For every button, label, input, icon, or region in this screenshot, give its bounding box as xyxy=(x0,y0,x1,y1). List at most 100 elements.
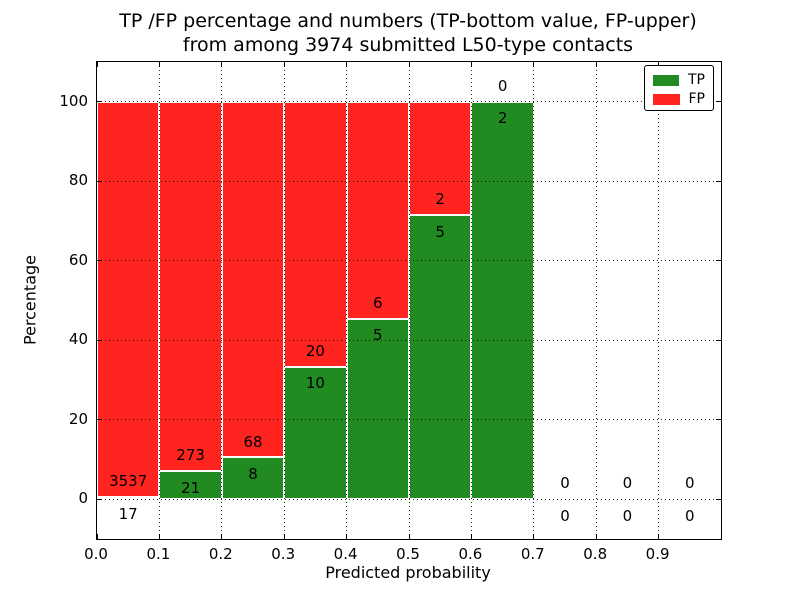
x-tick-mark xyxy=(470,534,472,539)
y-tick-mark-right xyxy=(716,339,721,341)
tp-count-label: 0 xyxy=(622,506,633,525)
fp-legend-swatch xyxy=(653,93,680,105)
tp-count-label: 21 xyxy=(181,478,201,497)
bar-fp-segment xyxy=(284,101,347,367)
bar-tp-segment xyxy=(471,101,534,500)
fp-count-label: 20 xyxy=(305,341,325,360)
tp-legend-label: TP xyxy=(688,72,705,88)
y-tick-label: 60 xyxy=(68,250,88,269)
x-gridline xyxy=(658,62,660,539)
fp-count-label: 0 xyxy=(622,474,633,493)
x-tick-label: 0.2 xyxy=(208,545,233,563)
y-tick-mark xyxy=(97,339,102,341)
bar-fp-segment xyxy=(409,101,472,216)
x-tick-mark-top xyxy=(96,62,98,67)
y-tick-label: 100 xyxy=(59,91,88,110)
y-tick-mark xyxy=(97,419,102,421)
plot-area: 3537 17 273 21 68 8 20 10 6 5 2 5 0 2 0 0 0 0 0 0 xyxy=(96,61,722,540)
y-tick-mark-right xyxy=(716,101,721,103)
x-tick-mark-top xyxy=(346,62,348,67)
legend-item-fp: FP xyxy=(653,91,705,107)
x-gridline xyxy=(408,62,410,539)
x-tick-mark-top xyxy=(470,62,472,67)
bar-fp-segment xyxy=(97,101,160,498)
fp-count-label: 68 xyxy=(243,432,263,451)
chart-title: TP /FP percentage and numbers (TP-bottom… xyxy=(119,10,697,32)
x-tick-mark-top xyxy=(408,62,410,67)
x-tick-mark-top xyxy=(221,62,223,67)
fp-count-label: 0 xyxy=(685,474,695,493)
y-tick-label: 80 xyxy=(68,171,88,190)
fp-legend-label: FP xyxy=(688,91,706,107)
tp-count-label: 17 xyxy=(118,505,138,524)
x-gridline xyxy=(221,62,223,539)
bar-tp-segment xyxy=(159,470,222,500)
fp-count-label: 0 xyxy=(497,76,508,95)
y-tick-mark-right xyxy=(716,419,721,421)
x-tick-label: 0.0 xyxy=(84,545,108,563)
y-axis-label: Percentage xyxy=(20,254,40,346)
fp-count-label: 2 xyxy=(435,190,445,209)
chart-title-block: TP /FP percentage and numbers (TP-bottom… xyxy=(96,9,720,57)
x-tick-mark xyxy=(96,534,98,539)
x-tick-mark xyxy=(346,534,348,539)
bar-tp-segment xyxy=(346,318,409,500)
y-tick-label: 20 xyxy=(68,409,88,428)
bar-fp-segment xyxy=(346,101,409,319)
tp-count-label: 2 xyxy=(497,109,508,128)
x-tick-mark xyxy=(595,534,597,539)
x-tick-mark xyxy=(158,534,160,539)
x-tick-mark xyxy=(533,534,535,539)
fp-count-label: 6 xyxy=(373,293,383,312)
x-tick-label: 0.4 xyxy=(333,545,358,563)
x-tick-label: 0.5 xyxy=(396,545,420,563)
y-tick-mark xyxy=(97,101,102,103)
legend: TP FP xyxy=(644,65,714,111)
y-tick-mark-right xyxy=(716,260,721,262)
y-tick-mark xyxy=(97,180,102,182)
bar-fp-segment xyxy=(221,101,285,458)
x-tick-mark-top xyxy=(533,62,535,67)
x-gridline xyxy=(158,62,160,539)
fp-count-label: 3537 xyxy=(109,472,148,491)
x-tick-mark-top xyxy=(595,62,597,67)
bar-tp-segment xyxy=(284,366,347,500)
bar-fp-segment xyxy=(159,101,222,471)
x-tick-mark-top xyxy=(658,62,660,67)
y-tick-label: 40 xyxy=(68,330,88,349)
tp-count-label: 0 xyxy=(560,506,570,525)
x-gridline xyxy=(283,62,285,539)
x-tick-mark xyxy=(221,534,223,539)
x-gridline xyxy=(346,62,348,539)
x-tick-mark xyxy=(283,534,285,539)
chart-subtitle: from among 3974 submitted L50-type conta… xyxy=(182,34,634,56)
bar-tp-segment xyxy=(221,457,285,500)
x-tick-label: 0.8 xyxy=(583,545,608,563)
x-gridline xyxy=(533,62,535,539)
x-tick-mark xyxy=(408,534,410,539)
x-tick-mark-top xyxy=(158,62,160,67)
fp-count-label: 273 xyxy=(176,445,205,464)
y-tick-mark xyxy=(97,260,102,262)
tp-legend-swatch xyxy=(653,74,679,86)
tp-count-label: 5 xyxy=(373,326,383,345)
y-tick-mark-right xyxy=(716,180,721,182)
x-tick-label: 0.9 xyxy=(645,545,670,563)
x-gridline xyxy=(470,62,472,539)
tp-count-label: 10 xyxy=(305,374,325,393)
tp-count-label: 5 xyxy=(435,223,445,242)
bar-tp-segment xyxy=(409,215,472,500)
x-tick-label: 0.7 xyxy=(520,545,545,563)
tp-count-label: 8 xyxy=(248,465,258,484)
y-tick-mark xyxy=(97,498,102,500)
x-gridline xyxy=(595,62,597,539)
y-tick-label: 0 xyxy=(78,489,88,508)
x-tick-mark-top xyxy=(283,62,285,67)
x-tick-label: 0.3 xyxy=(271,545,296,563)
y-tick-mark-right xyxy=(716,498,721,500)
fp-count-label: 0 xyxy=(560,474,570,493)
x-tick-label: 0.6 xyxy=(458,545,483,563)
x-tick-label: 0.1 xyxy=(146,545,171,563)
x-axis-label: Predicted probability xyxy=(325,563,491,582)
